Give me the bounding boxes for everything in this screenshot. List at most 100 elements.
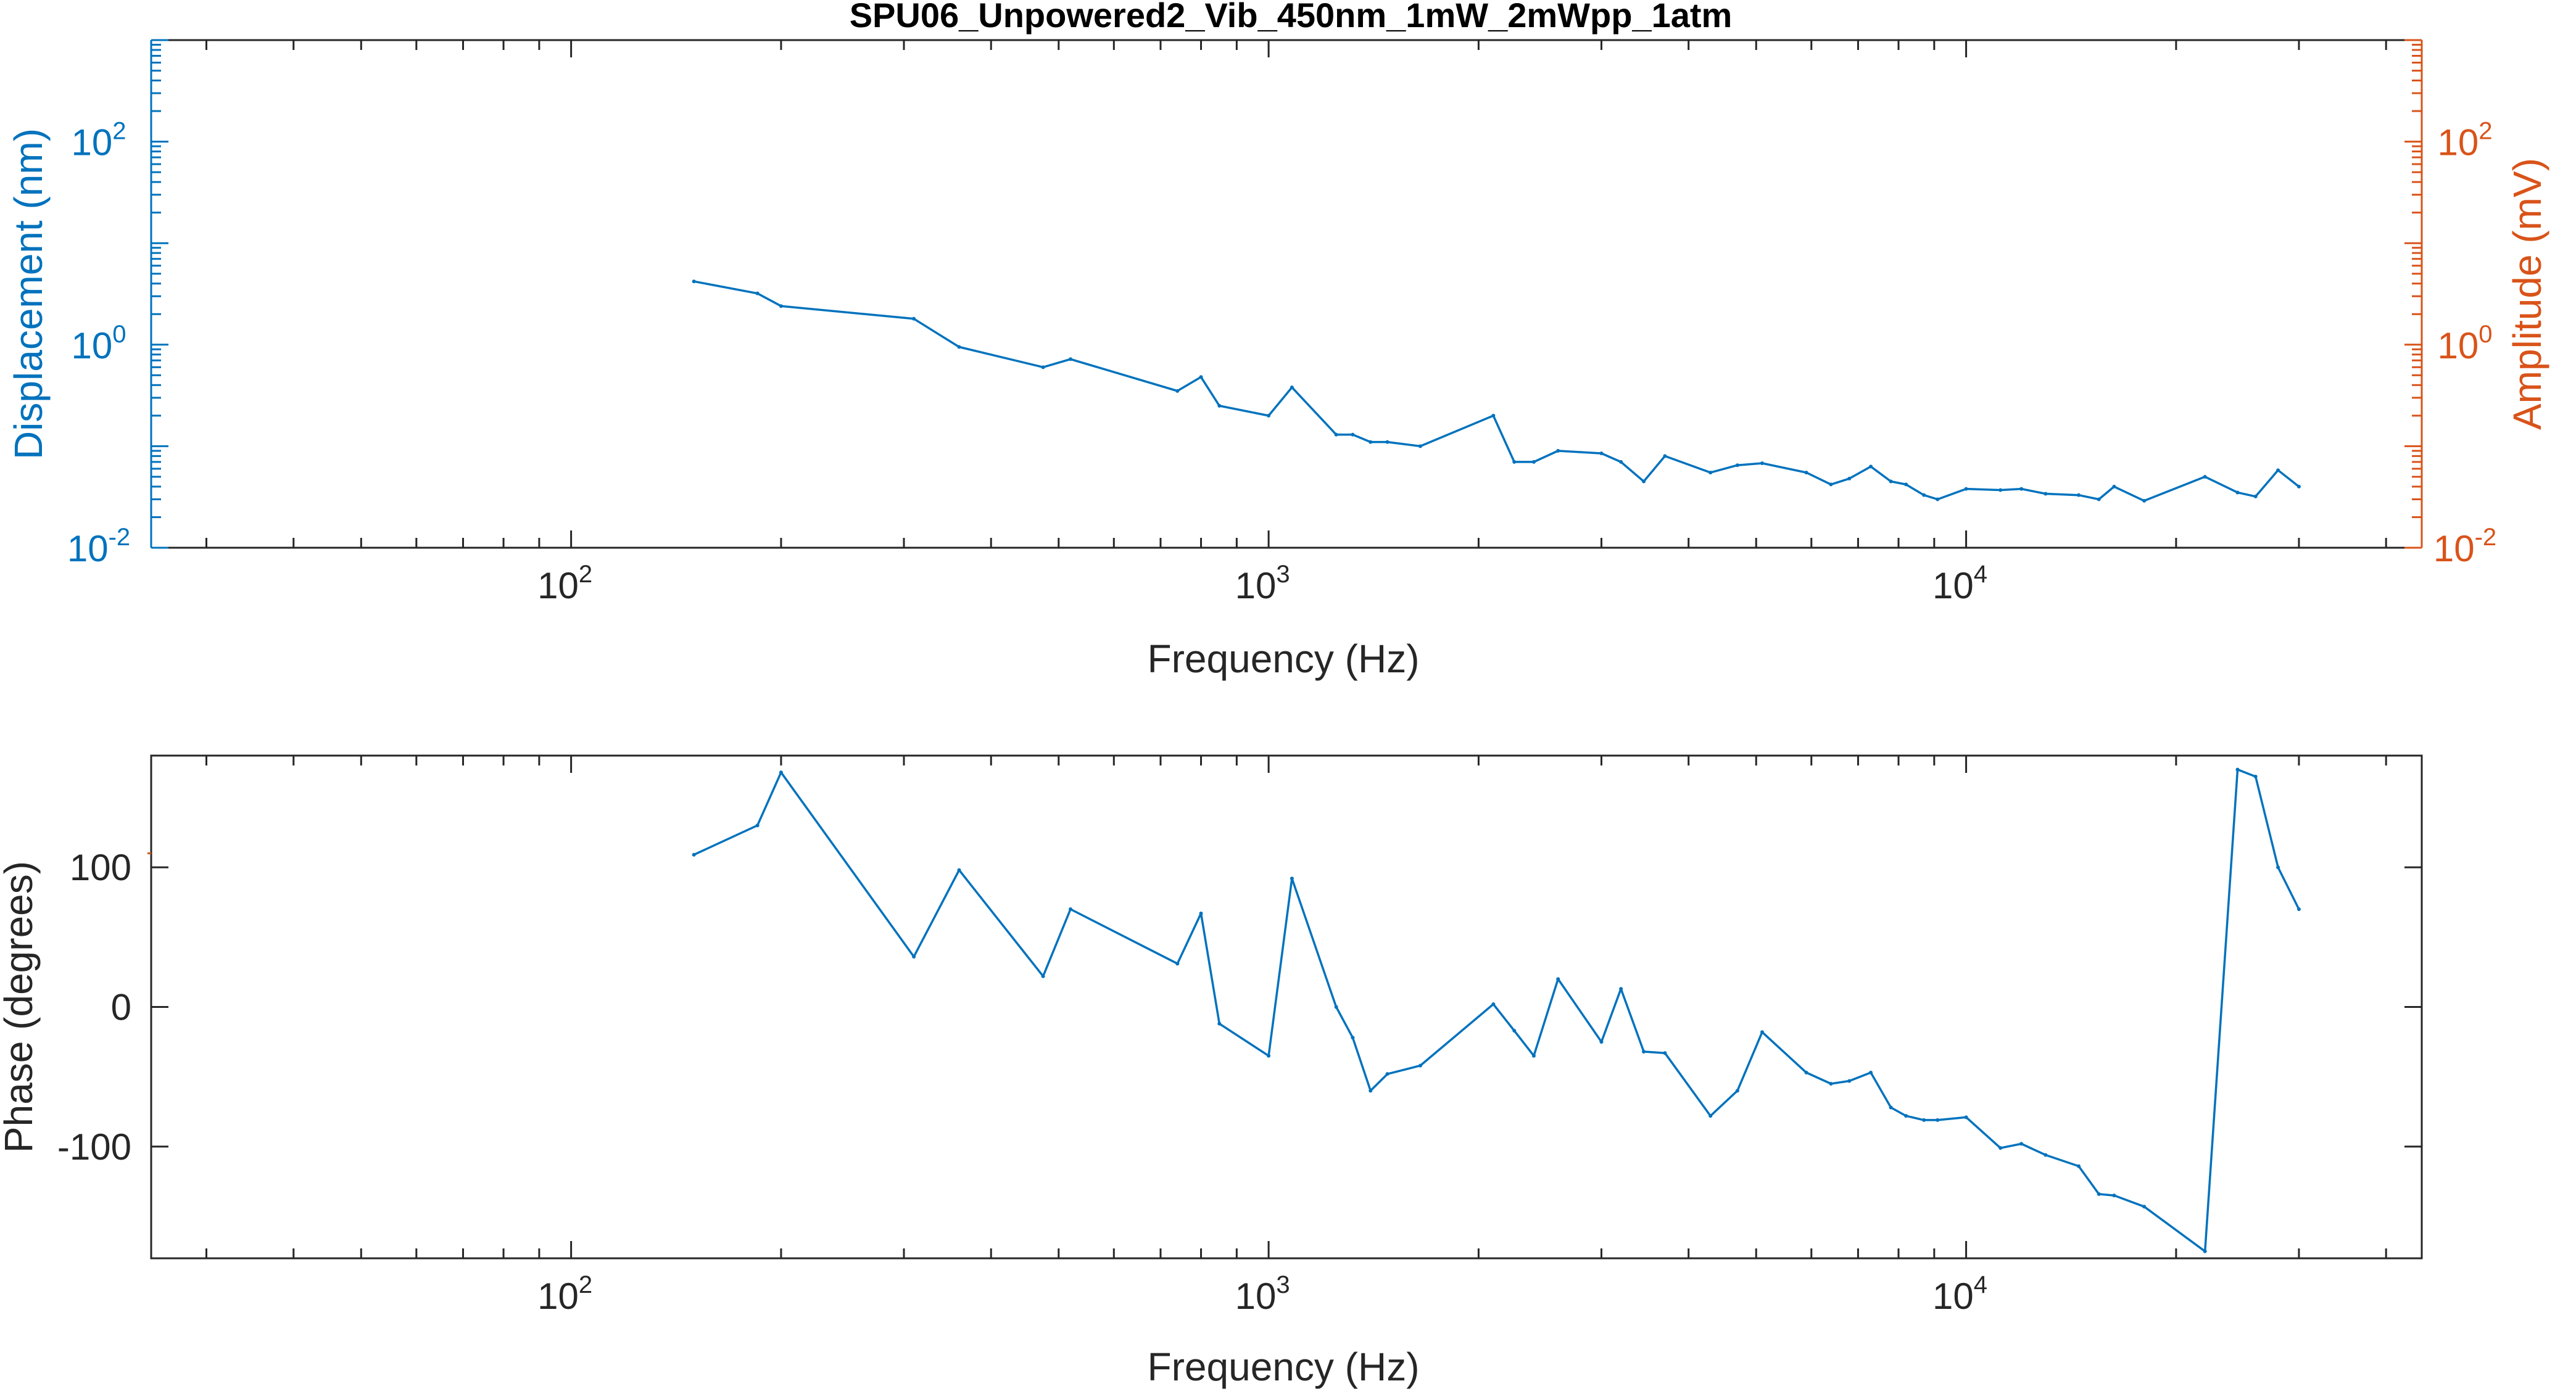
phase-point <box>1642 1049 1646 1054</box>
y-tick-label: -100 <box>57 1126 131 1168</box>
phase-series-line <box>693 768 2300 1253</box>
displacement-point <box>2076 493 2081 497</box>
bottom-x-axis-label: Frequency (Hz) <box>1148 1345 1420 1389</box>
bottom-axes-box <box>150 754 2423 1260</box>
phase-point <box>1922 1118 1926 1122</box>
displacement-point <box>2203 474 2207 479</box>
top-panel: 102 103 104 10-2 100 102 10-2 100 102 Frequency (… <box>6 39 2549 681</box>
figure-title: SPU06_Unpowered2_Vib_450nm_1mW_2mWpp_1at… <box>850 0 1733 35</box>
phase-point <box>1199 911 1203 915</box>
displacement-point <box>2019 487 2024 491</box>
x-tick-label: 104 <box>1932 561 1987 606</box>
phase-point <box>1531 1054 1536 1058</box>
displacement-point <box>755 291 760 295</box>
displacement-point <box>692 279 696 284</box>
phase-point <box>1217 1021 1222 1026</box>
phase-point <box>1708 1114 1713 1118</box>
phase-point <box>1829 1082 1833 1086</box>
phase-point <box>1998 1146 2003 1150</box>
x-tick-label: 103 <box>1235 561 1290 606</box>
left-y-tick-label: 102 <box>72 118 126 163</box>
phase-point <box>957 868 961 872</box>
displacement-point <box>1964 487 1968 491</box>
phase-point <box>1491 1002 1496 1006</box>
displacement-point <box>2112 484 2116 489</box>
displacement-point <box>1829 482 1833 487</box>
displacement-point <box>1069 357 1073 361</box>
phase-point <box>1175 962 1180 966</box>
displacement-point <box>1199 375 1203 379</box>
displacement-point <box>1663 454 1667 458</box>
phase-point <box>2112 1194 2116 1198</box>
phase-point <box>1351 1036 1355 1040</box>
phase-point <box>1041 974 1045 978</box>
displacement-point <box>2296 484 2301 489</box>
displacement-point <box>1351 432 1355 437</box>
phase-point <box>1964 1115 1968 1120</box>
left-y-axis-label: Displacement (nm) <box>6 128 51 460</box>
phase-point <box>912 955 916 959</box>
bottom-panel: -100 0 100 102 103 104 Frequency (Hz) Phase (de… <box>0 754 2423 1389</box>
displacement-point <box>1556 448 1560 453</box>
right-y-tick-label: 100 <box>2438 321 2493 366</box>
displacement-point <box>2044 492 2048 496</box>
displacement-point <box>1619 460 1623 464</box>
phase-point <box>1599 1040 1604 1044</box>
y-tick-label: 100 <box>70 847 131 888</box>
x-tick-label: 102 <box>537 1271 592 1317</box>
phase-point <box>1369 1089 1373 1093</box>
displacement-point <box>1041 365 1045 369</box>
displacement-point <box>1599 452 1604 456</box>
left-y-tick-label: 100 <box>72 321 126 366</box>
top-x-axis-label: Frequency (Hz) <box>1148 637 1420 681</box>
phase-point <box>779 770 783 775</box>
phase-point <box>1334 1005 1338 1009</box>
phase-point <box>1804 1070 1808 1074</box>
phase-y-axis-label: Phase (degrees) <box>0 861 41 1153</box>
phase-point <box>2276 865 2280 870</box>
phase-point <box>1069 907 1073 912</box>
phase-point <box>2235 767 2240 772</box>
displacement-point <box>1936 497 1940 501</box>
x-tick-label: 102 <box>537 561 592 606</box>
y-tick-label: 0 <box>111 987 131 1028</box>
displacement-point <box>779 304 783 308</box>
displacement-point <box>1217 403 1222 408</box>
displacement-point <box>1998 488 2003 492</box>
phase-point <box>2296 907 2301 912</box>
displacement-point <box>1418 444 1422 448</box>
left-y-tick-label: 10-2 <box>67 524 130 569</box>
displacement-point <box>1735 463 1739 468</box>
phase-point <box>1290 876 1294 881</box>
phase-point <box>1512 1028 1517 1033</box>
phase-point <box>2253 774 2258 778</box>
displacement-point <box>1922 493 1926 497</box>
displacement-point <box>1175 389 1180 393</box>
displacement-point <box>1708 471 1713 475</box>
displacement-point <box>1267 413 1271 418</box>
phase-point <box>1936 1118 1940 1122</box>
displacement-point <box>1642 479 1646 484</box>
displacement-point <box>2142 498 2147 503</box>
displacement-point <box>1290 385 1294 389</box>
displacement-point <box>1369 440 1373 444</box>
displacement-point <box>1334 432 1338 437</box>
displacement-point <box>1904 482 1908 487</box>
phase-point <box>1267 1054 1271 1058</box>
displacement-point <box>1889 479 1893 484</box>
displacement-point <box>1804 471 1808 475</box>
right-y-axis-label: Amplitude (mV) <box>2505 158 2549 430</box>
displacement-series-line <box>694 280 2300 502</box>
phase-point <box>1735 1089 1739 1093</box>
displacement-point <box>1491 413 1496 418</box>
displacement-point <box>1512 460 1517 464</box>
displacement-point <box>2253 494 2258 498</box>
x-tick-label: 104 <box>1932 1271 1987 1317</box>
x-tick-label: 103 <box>1235 1271 1290 1317</box>
displacement-point <box>2097 497 2101 501</box>
phase-point <box>2142 1205 2147 1209</box>
phase-point <box>1385 1072 1389 1076</box>
displacement-point <box>2235 490 2240 495</box>
